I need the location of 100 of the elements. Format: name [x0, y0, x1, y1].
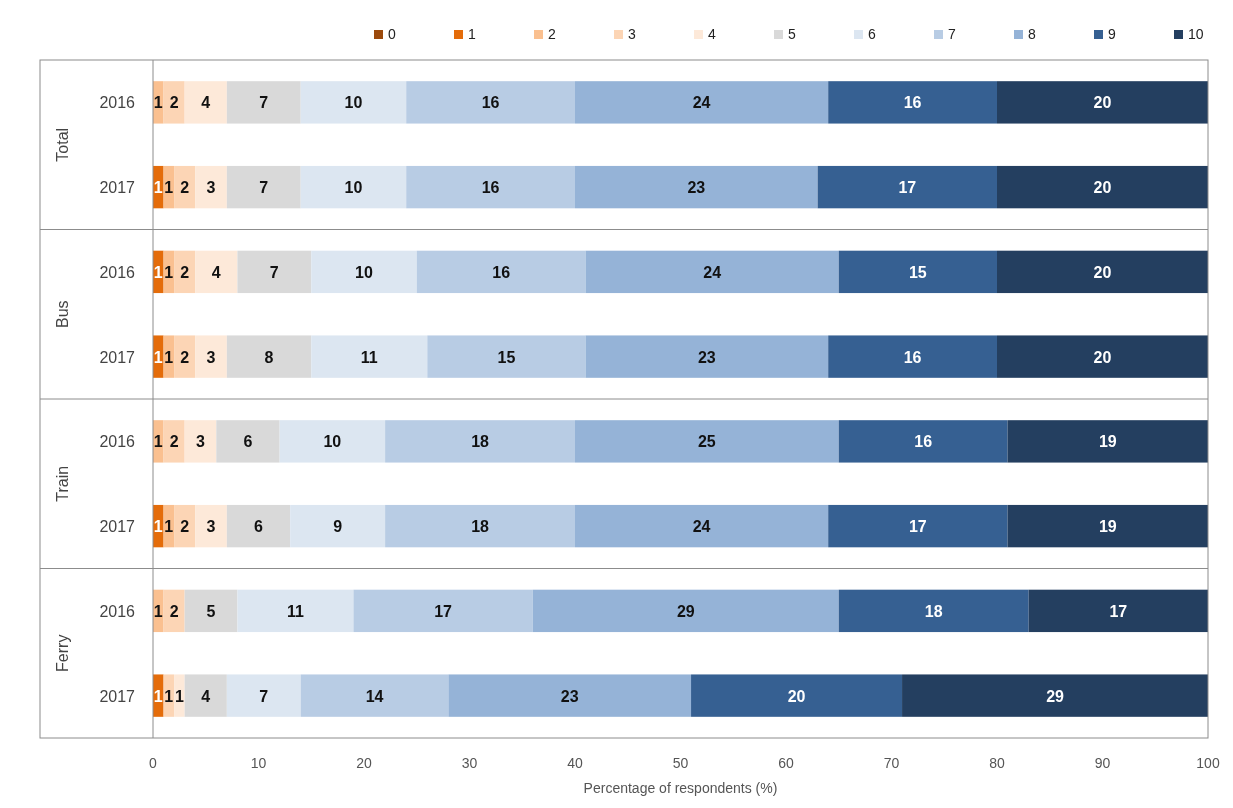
data-label: 20 [1093, 263, 1112, 281]
data-label: 17 [908, 518, 927, 536]
legend-label: 6 [868, 26, 876, 42]
bar [174, 165, 196, 209]
data-label: 11 [286, 602, 304, 620]
bar [406, 165, 575, 209]
data-label: 7 [259, 179, 269, 197]
legend-label: 9 [1108, 26, 1116, 42]
x-tick-label: 50 [672, 755, 689, 771]
x-tick-label: 30 [461, 755, 478, 771]
data-label: 18 [471, 433, 490, 451]
bar [1007, 504, 1208, 548]
data-label: 23 [560, 687, 579, 705]
data-label: 16 [903, 348, 922, 366]
bar [174, 674, 185, 717]
data-label: 1 [153, 94, 163, 112]
data-label: 10 [344, 94, 363, 112]
data-label: 1 [164, 263, 174, 281]
bar [406, 81, 575, 124]
x-tick-label: 10 [250, 755, 267, 771]
bar [174, 504, 196, 548]
bar [902, 674, 1208, 717]
bar [226, 335, 312, 378]
bar [575, 165, 818, 209]
data-label: 23 [687, 179, 706, 197]
bar [1028, 589, 1208, 633]
bar [195, 335, 227, 378]
data-label: 20 [1093, 94, 1112, 112]
legend-label: 7 [948, 26, 956, 42]
bar [828, 504, 1008, 548]
bar [385, 420, 575, 463]
bar [290, 504, 386, 548]
data-label: 5 [206, 602, 216, 620]
bar [997, 165, 1208, 209]
bar [279, 420, 386, 463]
x-tick-label: 0 [149, 755, 158, 771]
legend-label: 5 [788, 26, 796, 42]
data-label: 4 [201, 687, 211, 705]
data-label: 2 [169, 602, 179, 620]
x-tick-label: 70 [883, 755, 900, 771]
y-tick-label: 2016 [99, 263, 136, 281]
y-tick-label: 2017 [99, 179, 136, 197]
bar [828, 335, 997, 378]
bar [226, 674, 301, 717]
bar [575, 420, 839, 463]
data-label: 29 [676, 602, 695, 620]
data-label: 11 [360, 348, 378, 366]
data-label: 16 [914, 433, 933, 451]
bar [174, 335, 196, 378]
data-label: 25 [697, 433, 716, 451]
data-label: 2 [180, 179, 190, 197]
data-label: 15 [497, 348, 516, 366]
x-tick-label: 100 [1196, 755, 1220, 771]
data-label: 4 [201, 94, 211, 112]
text: Ferry [54, 634, 71, 672]
bar [838, 420, 1008, 463]
data-label: 1 [153, 263, 163, 281]
data-label: 14 [365, 687, 384, 705]
data-label: 20 [1093, 348, 1112, 366]
bar [997, 250, 1208, 294]
bar [184, 420, 217, 463]
legend-label: 2 [548, 26, 556, 42]
data-label: 24 [692, 518, 711, 536]
bar [838, 250, 997, 294]
data-label: 1 [153, 179, 163, 197]
legend-label: 8 [1028, 26, 1036, 42]
data-label: 18 [471, 518, 490, 536]
data-label: 6 [254, 518, 264, 536]
bar [300, 81, 407, 124]
data-label: 3 [206, 179, 216, 197]
bar [575, 81, 829, 124]
data-label: 1 [153, 433, 163, 451]
y-tick-label: 2016 [99, 602, 136, 620]
data-label: 20 [787, 687, 806, 705]
data-label: 15 [908, 263, 927, 281]
bar [237, 250, 312, 294]
data-label: 2 [169, 433, 179, 451]
bar [817, 165, 997, 209]
data-label: 10 [355, 263, 373, 281]
bar [575, 504, 829, 548]
bar [226, 504, 291, 548]
bar [416, 250, 586, 294]
bar [216, 420, 280, 463]
bar [300, 165, 407, 209]
bar [1007, 420, 1208, 463]
data-label: 10 [323, 433, 342, 451]
x-tick-label: 40 [567, 755, 583, 771]
data-label: 23 [697, 348, 716, 366]
bar [828, 81, 997, 124]
bar [311, 250, 417, 294]
data-label: 3 [206, 348, 216, 366]
x-tick-label: 80 [989, 755, 1005, 771]
data-label: 17 [898, 179, 917, 197]
data-label: 18 [924, 602, 943, 620]
bar [448, 674, 692, 717]
bar [585, 250, 839, 294]
data-label: 19 [1098, 433, 1117, 451]
bar [163, 81, 185, 124]
data-label: 19 [1098, 518, 1117, 536]
data-label: 10 [344, 179, 363, 197]
